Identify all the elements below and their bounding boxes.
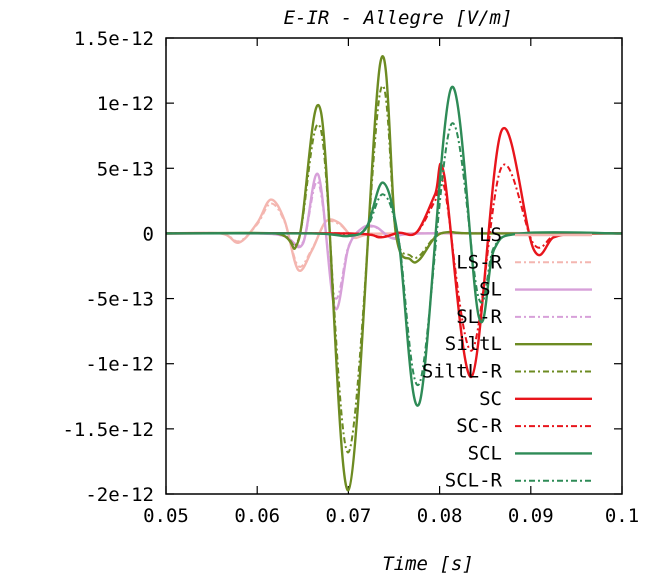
x-axis-ticks: 0.05 0.06 0.07 0.08 0.09 0.1 [143,38,639,527]
legend: LS LS-R SL SL-R SiltL SiltL-R SC SC-R SCL SCL-R [422,224,592,492]
legend-label-siltl-r: SiltL-R [422,361,503,383]
y-axis-ticks: 1.5e-12 1e-12 5e-13 0 -5e-13 -1e-12 -1.5e-12 -2… [62,28,622,506]
legend-label-scl-r: SCL-R [445,470,503,492]
legend-label-ls-r: LS-R [456,251,502,273]
series-layer [165,55,623,492]
legend-label-sc: SC [479,388,502,410]
y-tick-label: 5e-13 [97,158,154,180]
x-tick-label: 0.06 [234,505,280,527]
y-tick-label: 1e-12 [97,93,154,115]
y-tick-label: -1e-12 [85,354,154,376]
legend-label-sl-r: SL-R [456,306,502,328]
legend-label-ls: LS [479,224,502,246]
legend-label-sl: SL [479,279,502,301]
legend-label-scl: SCL [468,442,502,464]
y-tick-label: 0 [143,223,154,245]
x-tick-label: 0.09 [508,505,554,527]
y-tick-label: -2e-12 [85,484,154,506]
x-tick-label: 0.05 [143,505,189,527]
plot-frame [165,37,623,495]
chart-title: E-IR - Allegre [V/m] [284,7,513,29]
legend-label-sc-r: SC-R [456,415,502,437]
series-line-siltl-r [165,85,623,454]
series-line-sc-r [165,163,623,352]
series-line-scl [165,86,623,407]
series-line-sc [165,126,623,378]
x-tick-label: 0.1 [605,505,639,527]
x-axis-label: Time [s] [382,553,474,575]
x-tick-label: 0.07 [326,505,372,527]
y-tick-label: -1.5e-12 [62,419,154,441]
y-tick-label: -5e-13 [85,289,154,311]
series-line-scl-r [165,122,623,387]
legend-label-siltl: SiltL [445,333,502,355]
x-tick-label: 0.08 [417,505,463,527]
y-tick-label: 1.5e-12 [74,28,154,50]
